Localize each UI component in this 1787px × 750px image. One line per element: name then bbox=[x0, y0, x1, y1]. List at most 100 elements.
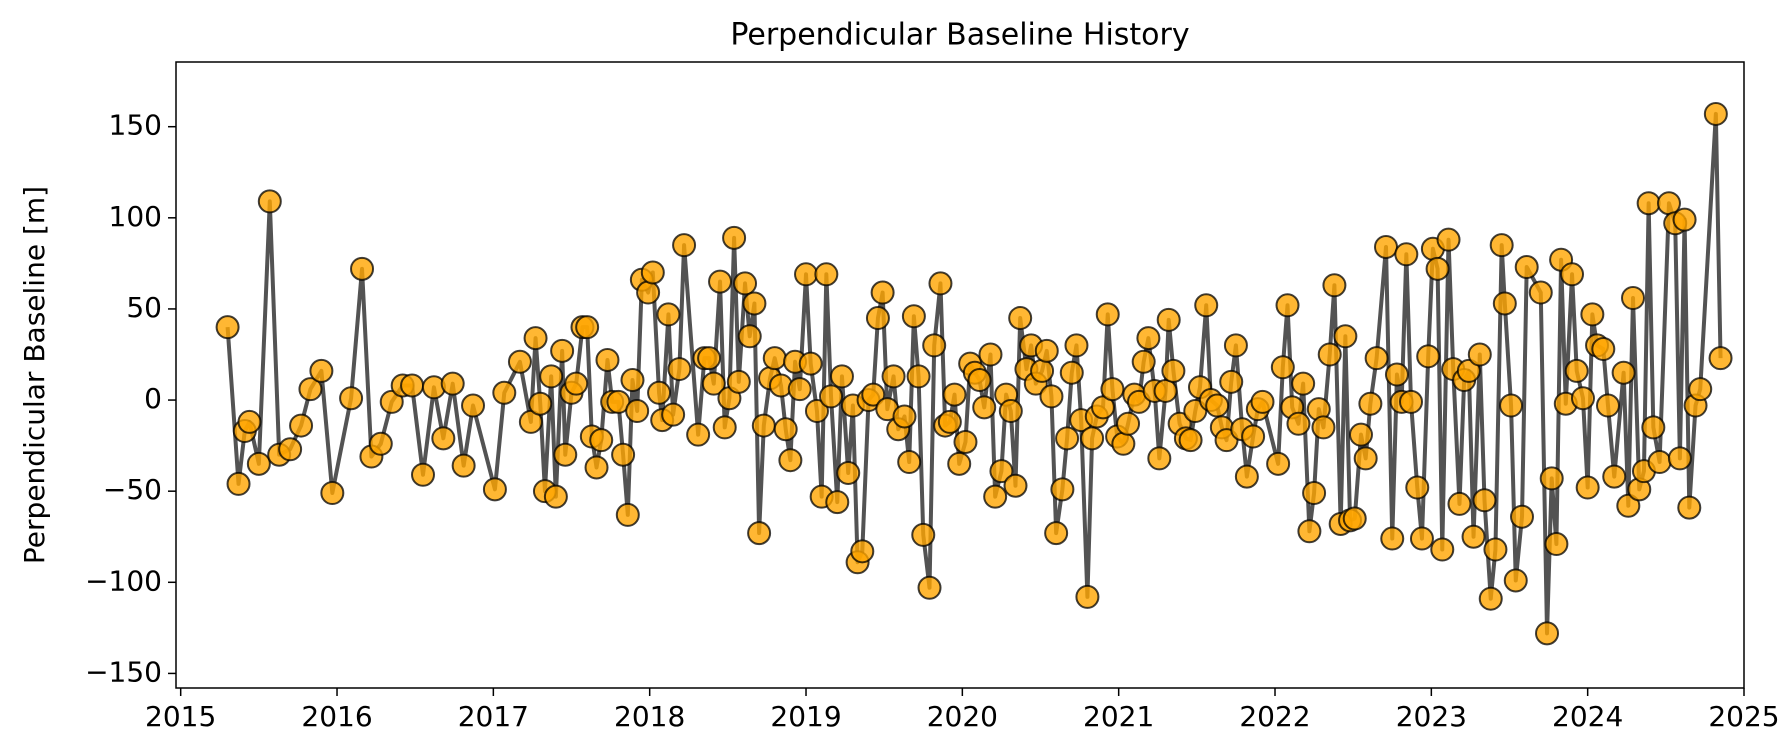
x-tick-label: 2025 bbox=[1708, 700, 1779, 733]
data-point bbox=[1241, 424, 1266, 449]
data-point bbox=[543, 484, 568, 509]
data-point bbox=[686, 422, 711, 447]
data-point bbox=[978, 342, 1003, 367]
data-point bbox=[1358, 391, 1383, 416]
data-point bbox=[1595, 393, 1620, 418]
data-point bbox=[1205, 393, 1230, 418]
data-point bbox=[1194, 293, 1219, 318]
y-axis-label: Perpendicular Baseline [m] bbox=[18, 186, 51, 564]
data-point bbox=[1333, 324, 1358, 349]
data-point bbox=[1302, 481, 1327, 506]
x-tick-label: 2019 bbox=[770, 700, 841, 733]
data-point bbox=[667, 357, 692, 382]
data-point bbox=[1489, 233, 1514, 258]
x-tick-label: 2023 bbox=[1396, 700, 1467, 733]
data-point bbox=[1266, 451, 1291, 476]
data-point bbox=[1499, 393, 1524, 418]
data-point bbox=[1116, 411, 1141, 436]
data-point bbox=[1510, 504, 1535, 529]
data-point bbox=[787, 377, 812, 402]
chart-title: Perpendicular Baseline History bbox=[730, 18, 1189, 53]
data-point bbox=[911, 522, 936, 547]
data-point bbox=[778, 448, 803, 473]
data-point bbox=[881, 364, 906, 389]
data-point bbox=[1528, 280, 1553, 305]
data-point bbox=[640, 260, 665, 285]
y-tick-label: 0 bbox=[144, 382, 162, 415]
data-point bbox=[595, 347, 620, 372]
data-point bbox=[1161, 358, 1186, 383]
data-point bbox=[1275, 293, 1300, 318]
y-tick-label: −50 bbox=[103, 473, 162, 506]
data-point bbox=[804, 398, 829, 423]
data-point bbox=[1111, 431, 1136, 456]
data-point bbox=[1059, 360, 1084, 385]
data-point bbox=[1008, 306, 1033, 331]
data-point bbox=[257, 189, 282, 214]
data-point bbox=[825, 490, 850, 515]
data-point bbox=[1636, 191, 1661, 216]
data-point bbox=[906, 364, 931, 389]
data-point bbox=[1250, 389, 1275, 414]
data-point bbox=[1409, 526, 1434, 551]
data-point bbox=[278, 437, 303, 462]
data-point bbox=[1219, 369, 1244, 394]
data-point bbox=[1364, 346, 1389, 371]
data-point bbox=[1286, 411, 1311, 436]
data-point bbox=[983, 484, 1008, 509]
data-point bbox=[289, 413, 314, 438]
data-point bbox=[850, 539, 875, 564]
data-point bbox=[1317, 342, 1342, 367]
data-point bbox=[1080, 426, 1105, 451]
data-point bbox=[1472, 488, 1497, 513]
data-point bbox=[339, 386, 364, 411]
data-point bbox=[1075, 584, 1100, 609]
data-point bbox=[1641, 415, 1666, 440]
data-point bbox=[636, 280, 661, 305]
data-point bbox=[865, 306, 890, 331]
data-point bbox=[1039, 384, 1064, 409]
data-point bbox=[712, 415, 737, 440]
data-point bbox=[350, 256, 375, 281]
data-point bbox=[440, 371, 465, 396]
data-point bbox=[411, 462, 436, 487]
x-tick-label: 2017 bbox=[458, 700, 529, 733]
data-point bbox=[1503, 568, 1528, 593]
data-point bbox=[482, 477, 507, 502]
data-point bbox=[1291, 371, 1316, 396]
data-point bbox=[1447, 491, 1472, 516]
data-point bbox=[836, 460, 861, 485]
data-point bbox=[1708, 346, 1733, 371]
data-point bbox=[1461, 524, 1486, 549]
data-point bbox=[942, 382, 967, 407]
data-point bbox=[1564, 358, 1589, 383]
data-point bbox=[1270, 355, 1295, 380]
x-tick-label: 2015 bbox=[145, 700, 216, 733]
data-point bbox=[553, 442, 578, 467]
data-point bbox=[451, 453, 476, 478]
data-point bbox=[733, 271, 758, 296]
data-point bbox=[1034, 338, 1059, 363]
data-point bbox=[953, 429, 978, 454]
data-point bbox=[1348, 422, 1373, 447]
data-point bbox=[708, 269, 733, 294]
data-point bbox=[1311, 415, 1336, 440]
data-point bbox=[647, 380, 672, 405]
x-tick-label: 2020 bbox=[927, 700, 998, 733]
data-point bbox=[379, 389, 404, 414]
data-point bbox=[1136, 326, 1161, 351]
data-point bbox=[726, 369, 751, 394]
data-point bbox=[819, 384, 844, 409]
y-tick-label: 50 bbox=[126, 291, 162, 324]
data-point bbox=[892, 404, 917, 429]
x-tick-label: 2021 bbox=[1083, 700, 1154, 733]
data-point bbox=[1374, 234, 1399, 259]
data-point bbox=[368, 431, 393, 456]
data-point bbox=[794, 262, 819, 287]
data-point bbox=[798, 351, 823, 376]
data-point bbox=[1353, 446, 1378, 471]
data-point bbox=[1147, 446, 1172, 471]
x-tick-label: 2018 bbox=[614, 700, 685, 733]
data-point bbox=[1535, 621, 1560, 646]
data-point bbox=[1030, 358, 1055, 383]
